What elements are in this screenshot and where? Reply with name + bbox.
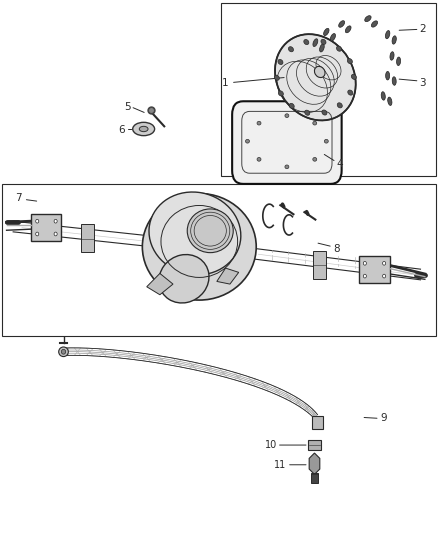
- Ellipse shape: [324, 28, 329, 36]
- Ellipse shape: [305, 110, 310, 115]
- Ellipse shape: [278, 59, 283, 64]
- Text: 3: 3: [419, 78, 426, 87]
- Ellipse shape: [257, 157, 261, 161]
- Ellipse shape: [346, 26, 351, 33]
- Ellipse shape: [321, 39, 326, 44]
- Ellipse shape: [382, 274, 385, 278]
- Ellipse shape: [149, 192, 241, 275]
- Ellipse shape: [314, 67, 325, 77]
- Ellipse shape: [365, 15, 371, 22]
- Ellipse shape: [363, 262, 366, 265]
- Ellipse shape: [54, 232, 57, 236]
- Polygon shape: [147, 273, 173, 295]
- Polygon shape: [81, 224, 94, 252]
- Ellipse shape: [337, 103, 342, 108]
- FancyBboxPatch shape: [232, 101, 342, 184]
- Ellipse shape: [348, 90, 353, 95]
- Ellipse shape: [133, 122, 155, 136]
- Ellipse shape: [313, 122, 317, 125]
- Ellipse shape: [278, 91, 283, 96]
- Polygon shape: [309, 453, 320, 474]
- Text: 4: 4: [336, 159, 343, 169]
- Ellipse shape: [285, 165, 289, 168]
- Ellipse shape: [381, 92, 385, 100]
- FancyBboxPatch shape: [308, 440, 321, 450]
- Ellipse shape: [392, 77, 396, 85]
- Ellipse shape: [257, 122, 261, 125]
- Text: 5: 5: [124, 102, 131, 111]
- Text: 2: 2: [419, 25, 426, 34]
- Polygon shape: [359, 256, 390, 283]
- Ellipse shape: [245, 140, 250, 143]
- FancyBboxPatch shape: [312, 416, 323, 429]
- Text: 6: 6: [118, 125, 125, 134]
- Ellipse shape: [390, 52, 394, 60]
- Text: 9: 9: [380, 414, 387, 423]
- Ellipse shape: [351, 74, 357, 79]
- FancyBboxPatch shape: [311, 473, 318, 483]
- Polygon shape: [313, 251, 326, 279]
- Ellipse shape: [304, 39, 309, 45]
- Ellipse shape: [371, 21, 378, 27]
- Ellipse shape: [324, 140, 328, 143]
- Ellipse shape: [388, 97, 392, 106]
- Ellipse shape: [187, 209, 233, 253]
- Text: 1: 1: [222, 78, 229, 87]
- Ellipse shape: [363, 274, 366, 278]
- Bar: [221, 3, 436, 176]
- Ellipse shape: [54, 220, 57, 223]
- Ellipse shape: [142, 193, 256, 300]
- Ellipse shape: [330, 34, 336, 41]
- Ellipse shape: [392, 36, 396, 44]
- Polygon shape: [31, 214, 61, 241]
- Ellipse shape: [322, 110, 327, 115]
- Text: 10: 10: [265, 440, 277, 450]
- Ellipse shape: [289, 103, 294, 108]
- Ellipse shape: [285, 114, 289, 118]
- Ellipse shape: [336, 46, 342, 51]
- Ellipse shape: [396, 57, 401, 66]
- Text: 7: 7: [15, 193, 22, 203]
- Ellipse shape: [59, 347, 68, 357]
- Ellipse shape: [275, 34, 356, 120]
- Text: 11: 11: [274, 460, 286, 470]
- Ellipse shape: [385, 30, 390, 39]
- Text: 8: 8: [333, 244, 340, 254]
- Ellipse shape: [36, 220, 39, 223]
- Ellipse shape: [139, 126, 148, 132]
- Ellipse shape: [313, 39, 318, 46]
- Ellipse shape: [61, 350, 66, 354]
- Ellipse shape: [274, 75, 279, 80]
- Ellipse shape: [339, 21, 345, 27]
- Ellipse shape: [36, 232, 39, 236]
- Ellipse shape: [347, 59, 353, 64]
- Ellipse shape: [382, 262, 385, 265]
- Bar: [2, 184, 436, 336]
- Ellipse shape: [385, 71, 390, 80]
- Ellipse shape: [320, 44, 324, 52]
- Polygon shape: [217, 268, 239, 284]
- Ellipse shape: [289, 47, 293, 52]
- Ellipse shape: [159, 255, 209, 303]
- Ellipse shape: [313, 157, 317, 161]
